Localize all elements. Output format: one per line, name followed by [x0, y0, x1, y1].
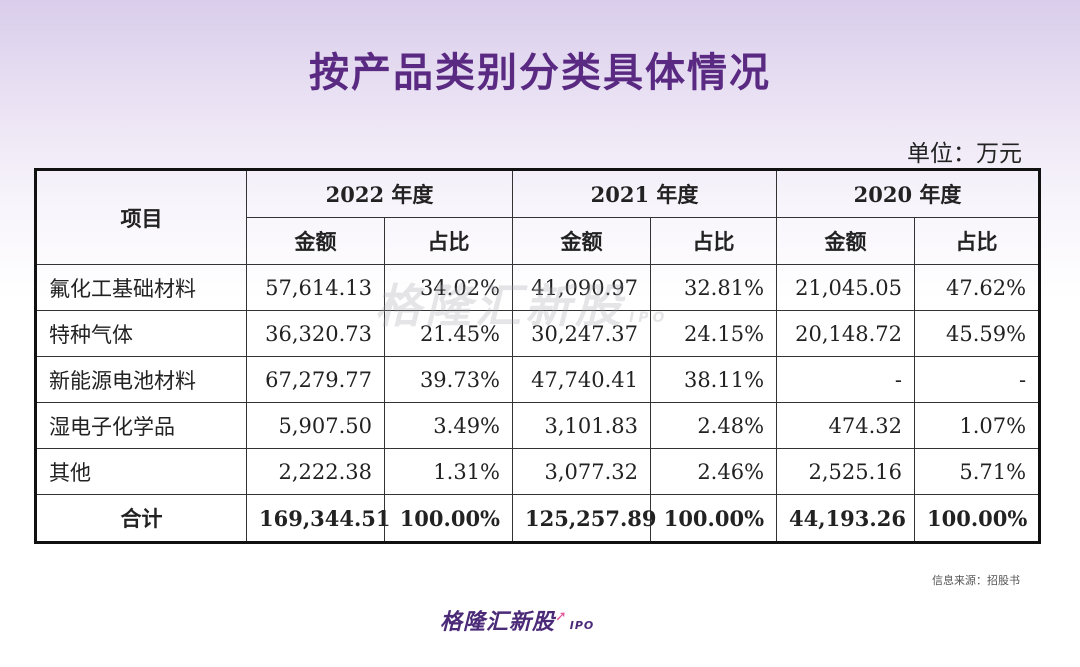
row-label: 氟化工基础材料 [35, 264, 247, 311]
table-cell: 5,907.50 [246, 402, 385, 449]
row-label: 特种气体 [35, 310, 247, 357]
table-cell: 100.00% [650, 494, 778, 543]
table-cell: - [776, 356, 916, 403]
table-row: 特种气体 36,320.73 21.45% 30,247.37 24.15% 20,148… [35, 310, 1041, 357]
watermark-ipo: IPO [629, 310, 669, 326]
table-cell: 44,193.26 [776, 494, 916, 543]
product-category-table: 项目 2022 年度 2021 年度 2020 年度 金额 占比 金额 占比 金… [34, 168, 1042, 544]
table-row: 湿电子化学品 5,907.50 3.49% 3,101.83 2.48% 474.32 1.… [35, 402, 1041, 449]
unit-label: 单位：万元 [907, 141, 1022, 167]
table-cell: 47.62% [914, 264, 1041, 311]
table-cell: 474.32 [776, 402, 916, 449]
subheader-amount: 金额 [246, 217, 385, 265]
logo-text: 格隆汇新股 [440, 610, 556, 635]
table-cell: 21.45% [383, 310, 514, 357]
table-cell: 2,222.38 [246, 448, 385, 495]
table-cell: 5.71% [914, 448, 1041, 495]
table-cell: 2.46% [650, 448, 778, 495]
table-cell: 67,279.77 [246, 356, 385, 403]
row-label: 湿电子化学品 [35, 402, 247, 449]
table-cell: 1.07% [914, 402, 1041, 449]
source-note: 信息来源：招股书 [932, 574, 1020, 587]
table-cell: 30,247.37 [512, 310, 652, 357]
table-cell: 24.15% [650, 310, 778, 357]
subheader-share: 占比 [383, 217, 514, 265]
table-cell: 3,077.32 [512, 448, 652, 495]
brand-logo: 格隆汇新股➚IPO [440, 604, 595, 635]
row-label: 其他 [35, 448, 247, 495]
table-cell: 100.00% [383, 494, 514, 543]
watermark: 格隆汇新股 IPO [375, 270, 668, 336]
table-cell: 47,740.41 [512, 356, 652, 403]
table-cell: 32.81% [650, 264, 778, 311]
table-cell: 3.49% [383, 402, 514, 449]
subheader-share: 占比 [650, 217, 778, 265]
logo-ipo: IPO [569, 619, 595, 632]
table-cell: 125,257.89 [512, 494, 657, 543]
page-title: 按产品类别分类具体情况 [309, 50, 771, 96]
table-cell: 100.00% [914, 494, 1041, 543]
table-cell: - [914, 356, 1041, 403]
year-header-2021: 2021 年度 [512, 169, 778, 218]
arrow-icon: ➚ [555, 608, 568, 625]
total-label: 合计 [35, 494, 247, 543]
table-cell: 38.11% [650, 356, 778, 403]
table-cell: 2.48% [650, 402, 778, 449]
table-cell: 169,344.51 [246, 494, 391, 543]
table-cell: 1.31% [383, 448, 514, 495]
table-cell: 2,525.16 [776, 448, 916, 495]
subheader-amount: 金额 [512, 217, 652, 265]
table-cell: 20,148.72 [776, 310, 916, 357]
total-row: 合计 169,344.51 100.00% 125,257.89 100.00%… [35, 494, 1041, 543]
item-header: 项目 [35, 169, 247, 265]
table-cell: 3,101.83 [512, 402, 652, 449]
table-row: 新能源电池材料 67,279.77 39.73% 47,740.41 38.11% - - [35, 356, 1041, 403]
year-header-2022: 2022 年度 [245, 169, 514, 218]
table-cell: 45.59% [914, 310, 1041, 357]
table-cell: 34.02% [383, 264, 514, 311]
watermark-text: 格隆汇新股 [375, 279, 625, 333]
year-header-2020: 2020 年度 [776, 169, 1041, 218]
subheader-amount: 金额 [776, 217, 916, 265]
table-cell: 57,614.13 [246, 264, 385, 311]
subheader-share: 占比 [914, 217, 1041, 265]
table-cell: 39.73% [383, 356, 514, 403]
table-cell: 21,045.05 [776, 264, 916, 311]
row-label: 新能源电池材料 [35, 356, 247, 403]
table-cell: 36,320.73 [246, 310, 385, 357]
table-row: 其他 2,222.38 1.31% 3,077.32 2.46% 2,525.16 5.71… [35, 448, 1041, 495]
